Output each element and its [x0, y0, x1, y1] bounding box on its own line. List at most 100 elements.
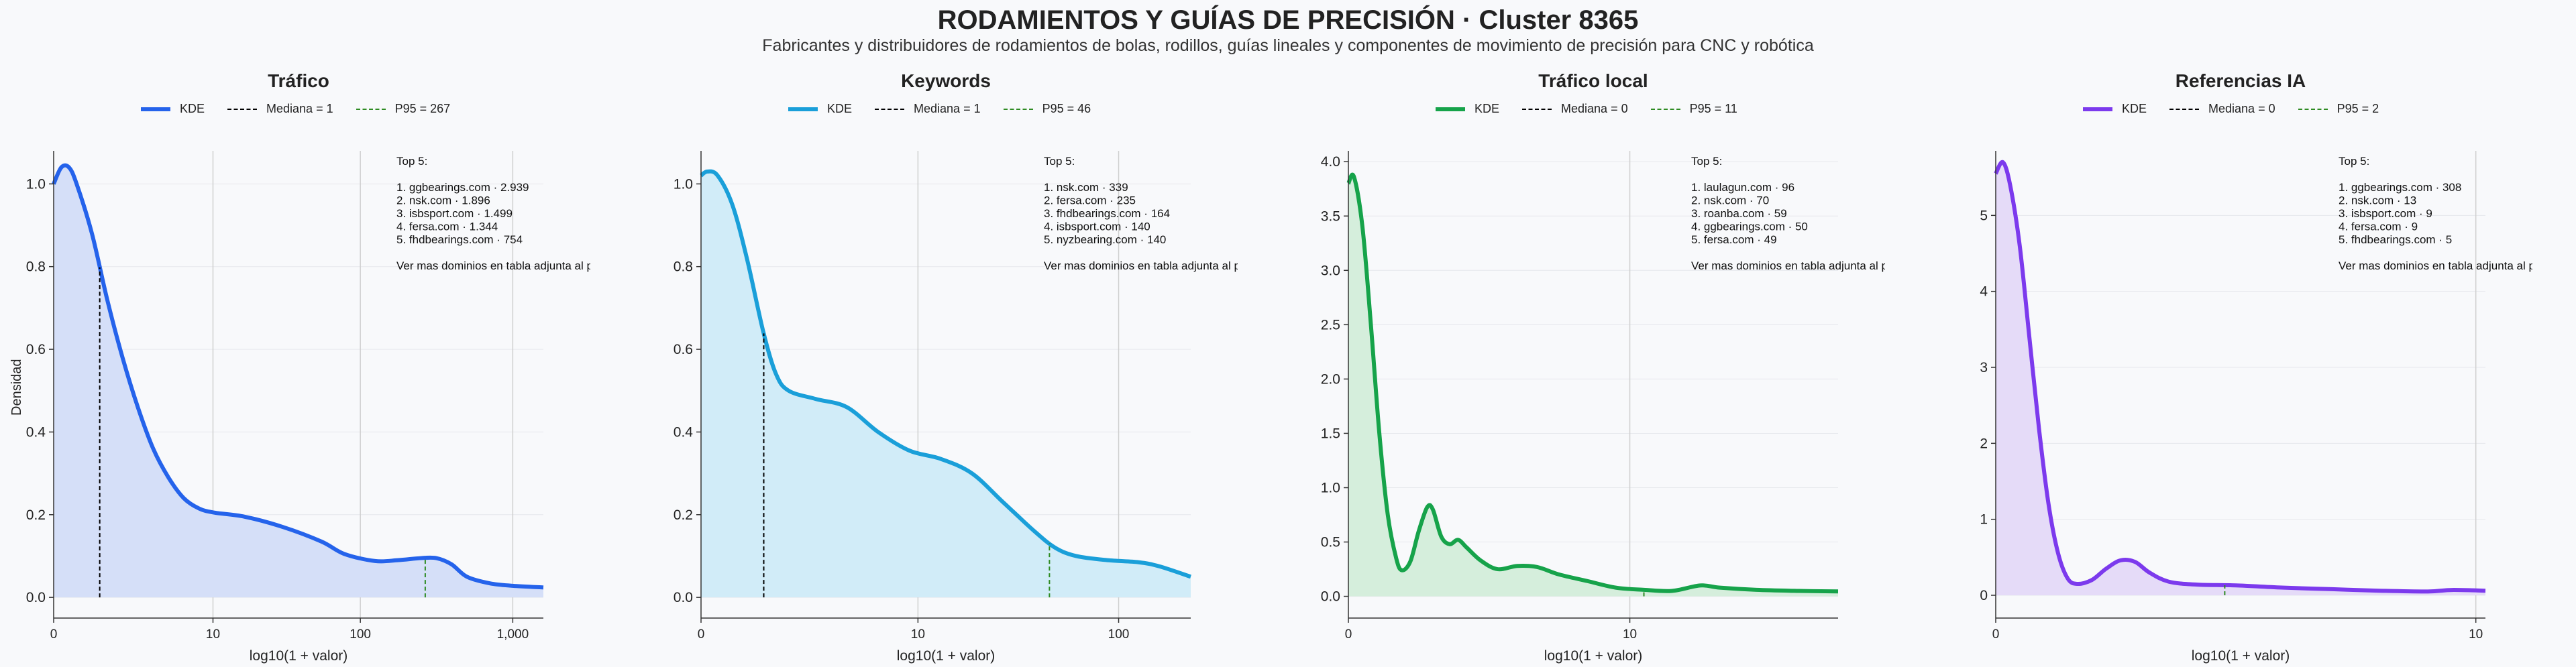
x-axis-label: log10(1 + valor) — [1544, 648, 1643, 664]
annotation-line: 2. nsk.com · 13 — [2339, 194, 2416, 207]
legend-item-kde: KDE — [788, 102, 852, 116]
annotation-line: Ver mas dominios en tabla adjunta al pac… — [2339, 259, 2532, 272]
legend-label-kde: KDE — [2122, 102, 2147, 115]
x-tick-label: 10 — [206, 627, 220, 642]
y-tick-label: 0.2 — [674, 507, 693, 523]
y-tick-label: 1.0 — [674, 176, 693, 192]
annotation-line — [1044, 168, 1047, 181]
annotation-line: 3. isbsport.com · 9 — [2339, 207, 2432, 220]
chart-4-svg: 0 1 2 3 4 5 0 10 log10(1 + valor) Top 5: 1. ggbea… — [1980, 151, 2532, 664]
annotation-line: 1. ggbearings.com · 2.939 — [396, 181, 529, 194]
legend-swatch-kde — [788, 107, 818, 111]
legend-item-median: Mediana = 1 — [227, 102, 333, 116]
legend-item-p95: P95 = 46 — [1003, 102, 1091, 116]
y-tick-label: 0.5 — [1321, 535, 1340, 550]
y-tick-label: 0.4 — [674, 424, 694, 440]
legend-swatch-median — [875, 108, 905, 110]
annotation-line — [396, 247, 400, 259]
y-tick-label: 3.5 — [1321, 208, 1340, 224]
x-tick-label: 0 — [698, 627, 705, 642]
y-tick-label: 5 — [1980, 208, 1988, 223]
annotation-line: 2. fersa.com · 235 — [1044, 194, 1136, 207]
legend-item-p95: P95 = 2 — [2298, 102, 2379, 116]
x-tick-label: 0 — [1992, 627, 2000, 642]
annotation-line — [396, 168, 400, 181]
legend-label-median: Mediana = 1 — [914, 102, 981, 115]
top5-annotation: Top 5: 1. laulagun.com · 96 2. nsk.com · … — [1691, 155, 1885, 272]
x-tick-label: 100 — [350, 627, 371, 642]
y-tick-label: 0 — [1980, 588, 1988, 603]
legend-label-kde: KDE — [827, 102, 853, 115]
legend-swatch-p95 — [1650, 108, 1680, 110]
kde-line — [700, 169, 1191, 579]
y-tick-label: 2.0 — [1321, 371, 1340, 387]
kde-area — [1996, 162, 2485, 595]
legend-swatch-kde — [1436, 107, 1465, 111]
legend-swatch-median — [227, 108, 258, 110]
annotation-line: 5. nyzbearing.com · 140 — [1044, 233, 1166, 246]
legend-item-p95: P95 = 267 — [356, 102, 451, 116]
legend-swatch-p95 — [356, 108, 386, 110]
annotation-line: 4. fersa.com · 1.344 — [396, 221, 498, 233]
legend: KDE Mediana = 1 P95 = 267 — [141, 102, 473, 116]
panel-title: Referencias IA — [2175, 70, 2306, 91]
x-tick-label: 0 — [50, 627, 58, 642]
legend-swatch-kde — [2083, 107, 2112, 111]
annotation-line: 4. ggbearings.com · 50 — [1691, 221, 1808, 233]
panel-title: Tráfico — [268, 70, 329, 91]
panel-title: Keywords — [901, 70, 991, 91]
y-tick-label: 4 — [1980, 284, 1988, 300]
x-axis-label: log10(1 + valor) — [250, 648, 348, 664]
annotation-line: Top 5: — [2339, 155, 2369, 168]
annotation-line — [2339, 168, 2342, 181]
legend-swatch-kde — [141, 107, 170, 111]
y-tick-label: 0.0 — [674, 590, 693, 605]
annotation-line: 5. fhdbearings.com · 754 — [396, 233, 523, 246]
kde-area — [701, 171, 1191, 598]
legend-swatch-p95 — [1003, 108, 1033, 110]
legend-item-kde: KDE — [1436, 102, 1499, 116]
legend-item-kde: KDE — [141, 102, 205, 116]
y-axis-label: Densidad — [9, 359, 24, 416]
annotation-line: Ver mas dominios en tabla adjunta al pac… — [1044, 259, 1238, 272]
annotation-line: 4. isbsport.com · 140 — [1044, 221, 1150, 233]
annotation-line — [2339, 247, 2342, 259]
y-tick-label: 0.8 — [26, 259, 46, 275]
figure-title: RODAMIENTOS Y GUÍAS DE PRECISIÓN · Clust… — [937, 5, 1639, 35]
panel-title: Tráfico local — [1538, 70, 1648, 91]
legend-swatch-p95 — [2298, 108, 2328, 110]
y-tick-label: 2 — [1980, 436, 1988, 451]
annotation-line — [1691, 168, 1695, 181]
chart-1-svg: 0.0 0.2 0.4 0.6 0.8 1.0 0 10 100 1,000 log10(1 + v… — [26, 151, 590, 664]
x-tick-label: 100 — [1108, 627, 1130, 642]
x-tick-label: 10 — [911, 627, 925, 642]
plot-area — [1996, 151, 2485, 618]
y-tick-label: 0.6 — [674, 342, 693, 357]
annotation-line: 1. nsk.com · 339 — [1044, 181, 1128, 194]
figure-subtitle: Fabricantes y distribuidores de rodamien… — [762, 36, 1814, 55]
x-tick-label: 10 — [2469, 627, 2483, 642]
legend-label-kde: KDE — [180, 102, 205, 115]
annotation-line: 5. fersa.com · 49 — [1691, 233, 1777, 246]
x-tick-label: 10 — [1623, 627, 1637, 642]
annotation-line: 5. fhdbearings.com · 5 — [2339, 233, 2452, 246]
legend-label-median: Mediana = 0 — [2208, 102, 2275, 115]
chart-3-svg: 0.0 0.5 1.0 1.5 2.0 2.5 3.0 3.5 4.0 0 10 log10(1 + … — [1321, 151, 1885, 664]
legend-swatch-median — [2169, 108, 2200, 110]
x-axis-label: log10(1 + valor) — [897, 648, 996, 664]
annotation-line: Top 5: — [1691, 155, 1722, 168]
legend-label-p95: P95 = 46 — [1042, 102, 1091, 115]
annotation-line: 1. laulagun.com · 96 — [1691, 181, 1794, 194]
y-tick-label: 0.0 — [26, 590, 46, 605]
legend-item-median: Mediana = 0 — [1522, 102, 1628, 116]
legend: KDE Mediana = 1 P95 = 46 — [788, 102, 1114, 116]
legend-label-p95: P95 = 267 — [394, 102, 451, 115]
top5-annotation: Top 5: 1. ggbearings.com · 2.939 2. nsk.c… — [396, 155, 590, 272]
legend-label-median: Mediana = 1 — [266, 102, 333, 115]
annotation-line — [1044, 247, 1047, 259]
annotation-line: 4. fersa.com · 9 — [2339, 221, 2418, 233]
legend-label-median: Mediana = 0 — [1561, 102, 1628, 115]
x-tick-label: 0 — [1345, 627, 1352, 642]
y-tick-label: 0.6 — [26, 342, 46, 357]
annotation-line: 2. nsk.com · 1.896 — [396, 194, 490, 207]
